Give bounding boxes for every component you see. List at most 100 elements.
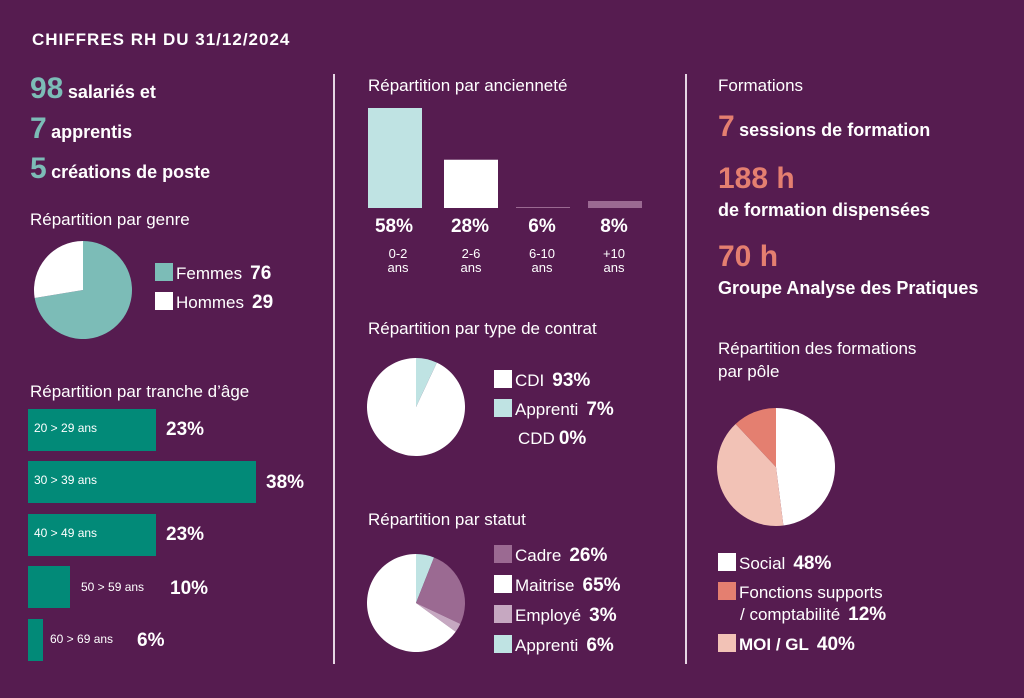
age-bar-label: 60 > 69 ans: [50, 632, 114, 646]
anciennete-title: Répartition par ancienneté: [368, 76, 568, 95]
legend-value: 93%: [552, 370, 591, 391]
legend-value: 40%: [816, 634, 855, 655]
statut-title: Répartition par statut: [368, 510, 526, 529]
legend-swatch: [494, 635, 512, 653]
legend-swatch: [155, 292, 173, 310]
age-pct: 10%: [170, 578, 209, 599]
pole-title: par pôle: [718, 362, 780, 381]
legend-label: Maitrise: [515, 576, 575, 595]
anciennete-category: 0-2 ans: [366, 247, 430, 275]
legend-value: 65%: [582, 575, 621, 596]
legend-swatch: [155, 263, 173, 281]
legend-label: Fonctions supports: [739, 583, 883, 602]
age-bar: 40 > 49 ans: [28, 514, 156, 556]
formations-kpi-value: 188 h: [718, 162, 795, 195]
legend-value: 29: [252, 292, 274, 313]
genre-legend-hommes: Hommes 29: [155, 292, 273, 314]
legend-label: Apprenti: [515, 636, 579, 655]
statut-legend-apprenti: Apprenti 6%: [494, 635, 614, 657]
anciennete-category: +10 ans: [582, 247, 646, 275]
legend-value: 26%: [569, 545, 608, 566]
genre-legend-femmes: Femmes 76: [155, 263, 271, 285]
legend-swatch: [494, 545, 512, 563]
anciennete-pct: 58%: [374, 216, 414, 237]
cat-line: ans: [387, 260, 409, 275]
anciennete-bar-chart: [368, 108, 642, 208]
anciennete-bar: [444, 159, 498, 208]
statut-pie-chart: [367, 554, 465, 652]
pole-pie-chart: [717, 408, 836, 526]
anciennete-bar: [368, 108, 422, 208]
pie-slice-apprenti: [416, 358, 437, 407]
legend-swatch: [718, 582, 736, 600]
cat-line: ans: [603, 260, 625, 275]
legend-swatch: [494, 399, 512, 417]
legend-swatch: [718, 553, 736, 571]
age-bar: [28, 619, 43, 661]
legend-value: 3%: [589, 605, 617, 626]
statut-legend-employe: Employé 3%: [494, 605, 617, 627]
anciennete-category: 2-6 ans: [439, 247, 503, 275]
contrat-legend-apprenti: Apprenti 7%: [494, 399, 614, 421]
pie-slice-moi-gl: [717, 423, 784, 526]
age-title: Répartition par tranche d’âge: [30, 382, 250, 401]
cat-line: +10: [602, 246, 626, 261]
anciennete-category: 6-10 ans: [510, 247, 574, 275]
page-title: CHIFFRES RH DU 31/12/2024: [32, 30, 291, 49]
age-bar: 30 > 39 ans: [28, 461, 256, 503]
cat-line: 0-2: [388, 246, 408, 261]
legend-value: 7%: [586, 399, 614, 420]
legend-value: 76: [250, 263, 272, 284]
contrat-pie-chart: [367, 358, 465, 456]
divider-right: [685, 74, 687, 664]
legend-swatch: [494, 370, 512, 388]
kpi-value: 7: [30, 112, 47, 145]
pie-slice-employ-: [416, 603, 461, 632]
contrat-legend-cdd: CDD 0%: [518, 428, 586, 450]
age-pct: 23%: [166, 524, 205, 545]
age-bar: 20 > 29 ans: [28, 409, 156, 451]
legend-label: Femmes: [176, 264, 243, 283]
pie-slice-femmes: [34, 241, 133, 339]
legend-label: Apprenti: [515, 400, 579, 419]
anciennete-pct: 28%: [450, 216, 490, 237]
cat-line: ans: [531, 260, 553, 275]
legend-value: 0%: [558, 428, 587, 449]
pie-slice-social: [776, 408, 836, 526]
legend-label: Cadre: [515, 546, 562, 565]
legend-label: / comptabilité: [740, 605, 841, 624]
cat-line: 2-6: [461, 246, 481, 261]
pole-title: Répartition des formations: [718, 339, 917, 358]
legend-swatch: [718, 634, 736, 652]
legend-swatch: [494, 605, 512, 623]
age-bar: [28, 566, 70, 608]
legend-value: 6%: [586, 635, 614, 656]
legend-label: Social: [739, 554, 786, 573]
pie-slice-maitrise: [367, 554, 456, 652]
contrat-legend-cdi: CDI 93%: [494, 370, 590, 392]
pole-legend-supports-line2: / comptabilité 12%: [740, 604, 886, 626]
anciennete-bar: [588, 201, 642, 208]
cat-line: ans: [460, 260, 482, 275]
anciennete-pct: 6%: [528, 216, 556, 237]
age-pct: 6%: [137, 630, 165, 651]
kpi-label: salariés et: [67, 82, 156, 102]
pie-slice-apprenti: [416, 554, 435, 603]
legend-label: Hommes: [176, 293, 245, 312]
kpi-creations: 5 créations de poste: [30, 152, 210, 186]
kpi-value: 5: [30, 152, 47, 185]
pie-slice-cadre: [416, 557, 465, 624]
pole-legend-supports: Fonctions supports: [718, 582, 883, 603]
kpi-value: 7: [718, 110, 735, 143]
kpi-label: apprentis: [51, 122, 133, 142]
formations-kpi-value: 70 h: [718, 240, 779, 273]
kpi-label: créations de poste: [51, 162, 211, 182]
pie-slice-fonctions-supports-comptabilit-: [735, 408, 776, 467]
statut-legend-cadre: Cadre 26%: [494, 545, 607, 567]
pole-legend-social: Social 48%: [718, 553, 831, 575]
legend-swatch: [494, 575, 512, 593]
age-bar-label: 50 > 59 ans: [81, 580, 145, 594]
contrat-title: Répartition par type de contrat: [368, 319, 597, 338]
kpi-salaries: 98 salariés et: [30, 72, 156, 106]
anciennete-bar: [516, 207, 570, 208]
